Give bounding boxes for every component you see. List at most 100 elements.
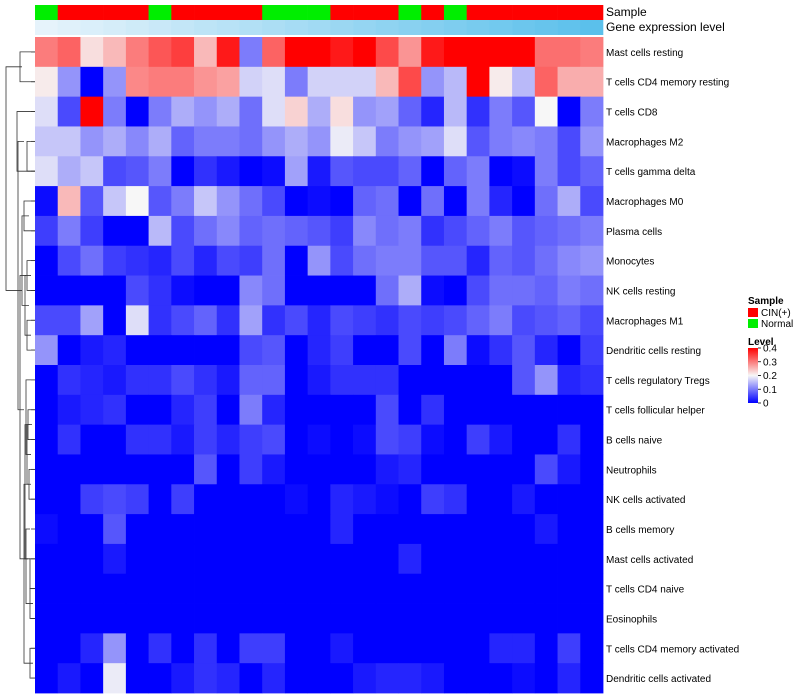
heatmap-cell (125, 66, 149, 98)
heatmap-cell (512, 394, 536, 426)
heatmap-cell (262, 245, 286, 276)
heatmap-cell (375, 126, 399, 157)
heatmap-cell (262, 305, 286, 336)
heatmap-cell (353, 66, 377, 98)
heatmap-cell (125, 484, 149, 515)
heatmap-cell (284, 454, 309, 485)
heatmap-cell (35, 335, 59, 366)
heatmap-cell (580, 66, 604, 98)
level-tick-label: 0.1 (763, 385, 777, 396)
heatmap-cell (171, 454, 195, 485)
heatmap-cell (216, 66, 240, 98)
heatmap-cell (148, 454, 172, 485)
heatmap-cell (239, 663, 263, 694)
gene-expression-cell (125, 20, 149, 35)
heatmap-cell (557, 573, 581, 604)
heatmap-cell (125, 663, 149, 694)
heatmap-cell (466, 454, 490, 485)
heatmap-cell (466, 275, 490, 306)
heatmap-cell (148, 96, 172, 127)
heatmap-cell (466, 514, 490, 545)
heatmap-cell (307, 424, 331, 455)
heatmap-cell (466, 484, 490, 515)
sample-cell (103, 5, 127, 20)
heatmap-cell (262, 603, 286, 634)
heatmap-cell (534, 484, 558, 515)
heatmap-cell (171, 245, 195, 276)
heatmap-cell (35, 543, 59, 575)
heatmap-cell (534, 543, 558, 575)
heatmap-cell (239, 573, 263, 604)
heatmap-cell (35, 37, 59, 68)
heatmap-cell (284, 573, 309, 604)
sample-cell (443, 5, 467, 20)
heatmap-cell (148, 424, 172, 455)
heatmap-cell (534, 454, 558, 485)
heatmap-cell (534, 126, 558, 157)
heatmap-cell (171, 305, 195, 336)
sample-cell (534, 5, 558, 20)
sample-cell (375, 5, 399, 20)
heatmap-cell (239, 156, 263, 187)
heatmap-cell (489, 663, 513, 694)
gene-expression-cell (375, 20, 399, 35)
heatmap-cell (534, 424, 558, 455)
heatmap-cell (57, 186, 81, 217)
heatmap-cell (216, 186, 240, 217)
heatmap-cell (307, 66, 331, 98)
heatmap-cell (80, 305, 104, 336)
heatmap-cell (148, 573, 172, 604)
heatmap-cell (194, 633, 218, 664)
heatmap-cell (580, 186, 604, 217)
heatmap-cell (375, 543, 399, 575)
sample-cell (57, 5, 81, 20)
heatmap-cell (375, 37, 399, 68)
heatmap-cell (534, 186, 558, 217)
row-label: T cells CD4 memory resting (606, 78, 729, 89)
gene-expression-cell (35, 20, 59, 35)
gene-expression-cell (80, 20, 104, 35)
heatmap-cell (443, 514, 468, 545)
heatmap-cell (307, 573, 331, 604)
heatmap-cell (171, 543, 195, 575)
legend-label-normal: Normal (761, 319, 793, 330)
heatmap-cell (239, 514, 263, 545)
heatmap-cell (375, 454, 399, 485)
heatmap-cell (57, 37, 81, 68)
heatmap-cell (330, 335, 354, 366)
heatmap-cell (125, 394, 149, 426)
heatmap-cell (148, 305, 172, 336)
heatmap-cell (35, 514, 59, 545)
gene-expression-cell (398, 20, 422, 35)
heatmap-cell (216, 663, 240, 694)
heatmap-cell (375, 96, 399, 127)
heatmap-cell (353, 573, 377, 604)
heatmap-cell (216, 245, 240, 276)
heatmap-cell (125, 305, 149, 336)
heatmap-cell (557, 215, 581, 247)
heatmap-cell (216, 215, 240, 247)
heatmap-cell (284, 66, 309, 98)
heatmap-cell (512, 96, 536, 127)
heatmap-cell (421, 335, 445, 366)
heatmap-cell (35, 603, 59, 634)
heatmap-cell (125, 424, 149, 455)
heatmap-cell (239, 215, 263, 247)
heatmap-cell (284, 365, 309, 396)
heatmap-cell (557, 633, 581, 664)
heatmap-cell (489, 424, 513, 455)
heatmap-cell (216, 543, 240, 575)
heatmap-cell (125, 96, 149, 127)
heatmap-cell (35, 424, 59, 455)
heatmap-cell (466, 245, 490, 276)
heatmap-cell (489, 156, 513, 187)
gene-expression-cell (421, 20, 445, 35)
heatmap-cell (194, 186, 218, 217)
heatmap-cell (580, 335, 604, 366)
row-label: T cells CD8 (606, 108, 658, 119)
heatmap-cell (125, 603, 149, 634)
heatmap-cell (57, 603, 81, 634)
heatmap-cell (534, 215, 558, 247)
heatmap-cell (103, 156, 127, 187)
heatmap-cell (125, 245, 149, 276)
